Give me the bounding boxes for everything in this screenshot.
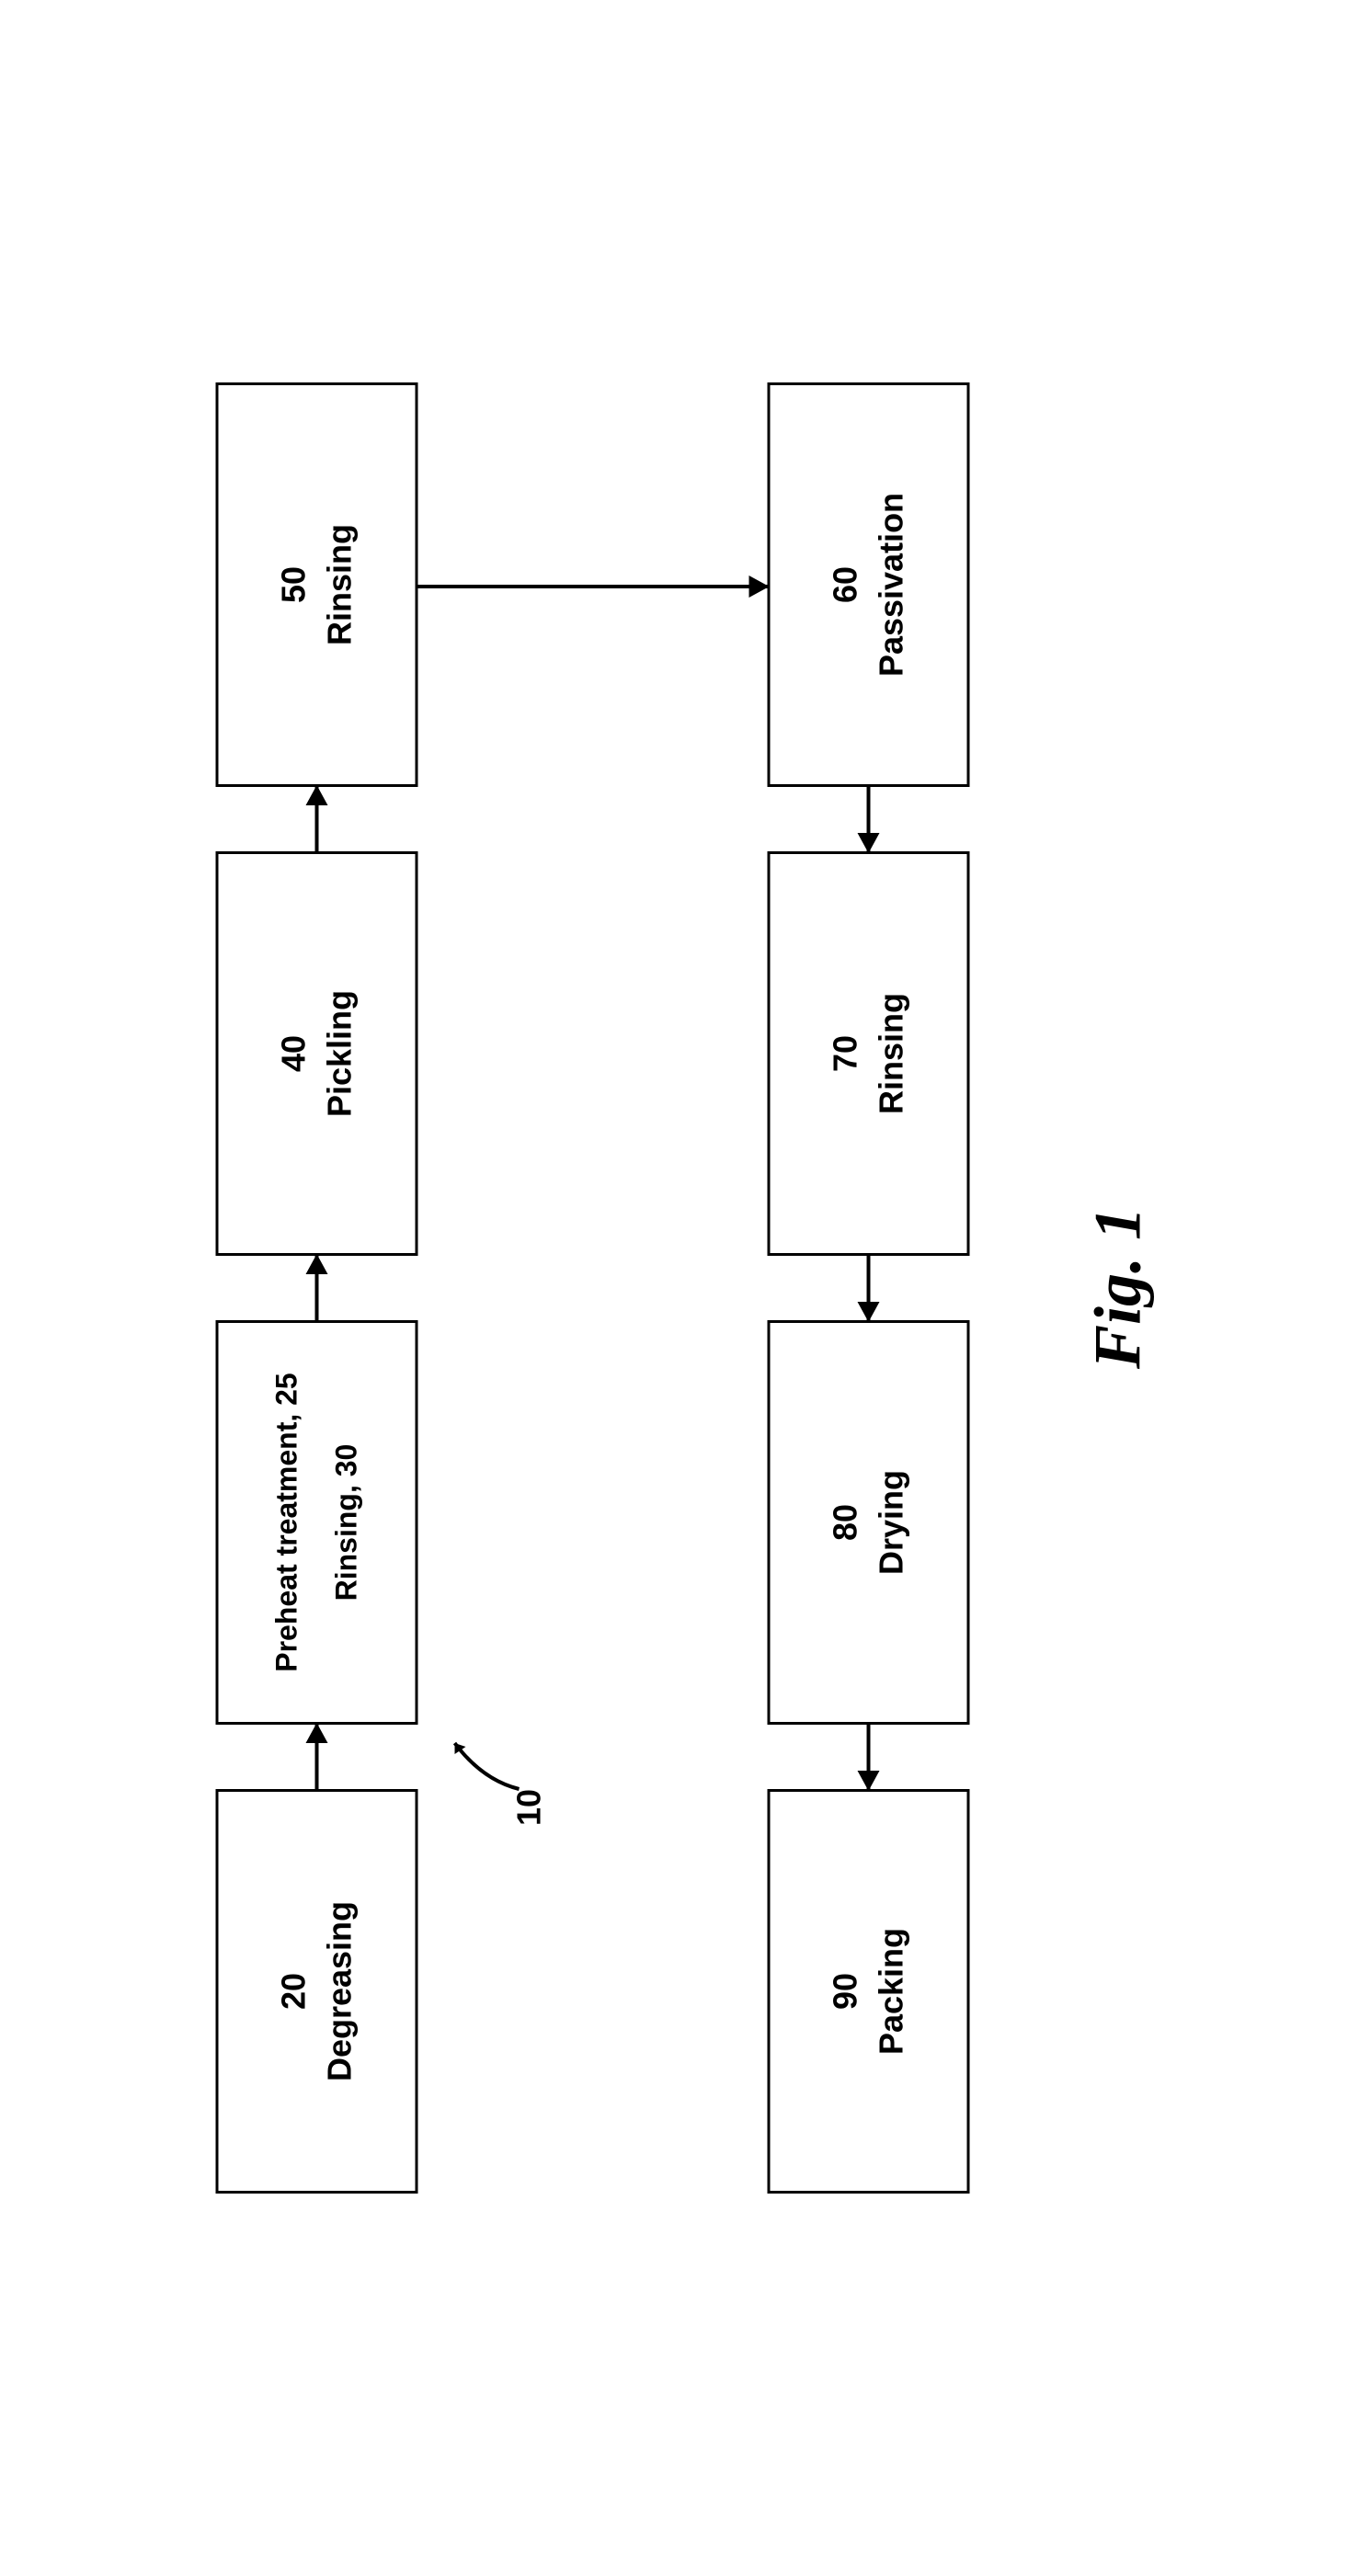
node-rinsing-50: 50 Rinsing <box>215 382 417 787</box>
node-number: 90 <box>826 1973 864 2010</box>
vertical-connector <box>417 382 767 2194</box>
node-preheat-rinsing: Preheat treatment, 25 Rinsing, 30 <box>215 1320 417 1725</box>
node-number: 20 <box>274 1973 313 2010</box>
node-label: Rinsing <box>320 524 359 645</box>
node-drying: 80 Drying <box>767 1320 969 1725</box>
node-number: 60 <box>826 566 864 603</box>
node-degreasing: 20 Degreasing <box>215 1789 417 2194</box>
arrow-down-icon <box>417 585 767 588</box>
node-label-line1: Preheat treatment, 25 <box>257 1363 316 1681</box>
reference-marker: 10 <box>509 1789 548 1826</box>
node-number: 40 <box>274 1035 313 1072</box>
arrow-right-icon <box>314 1725 318 1789</box>
flowchart-diagram: 20 Degreasing Preheat treatment, 25 Rins… <box>215 382 1156 2194</box>
node-label: Degreasing <box>320 1901 359 2081</box>
node-number: 50 <box>274 566 313 603</box>
node-label: Drying <box>872 1470 910 1575</box>
arrow-right-icon <box>314 787 318 851</box>
arrow-right-icon <box>314 1256 318 1320</box>
node-label: Passivation <box>872 493 910 677</box>
node-rinsing-70: 70 Rinsing <box>767 851 969 1256</box>
flow-row-bottom: 90 Packing 80 Drying 70 Rinsing 60 Passi… <box>767 382 969 2194</box>
node-label-line2: Rinsing, 30 <box>316 1435 376 1611</box>
curved-arrow-icon <box>445 1706 528 1798</box>
figure-title: Fig. 1 <box>1080 382 1156 2194</box>
node-pickling: 40 Pickling <box>215 851 417 1256</box>
node-number: 70 <box>826 1035 864 1072</box>
flow-row-top: 20 Degreasing Preheat treatment, 25 Rins… <box>215 382 417 2194</box>
node-label: Rinsing <box>872 993 910 1114</box>
arrow-left-icon <box>866 1256 870 1320</box>
node-passivation: 60 Passivation <box>767 382 969 787</box>
arrow-left-icon <box>866 1725 870 1789</box>
node-label: Pickling <box>320 990 359 1117</box>
arrow-left-icon <box>866 787 870 851</box>
node-label: Packing <box>872 1928 910 2055</box>
node-number: 80 <box>826 1504 864 1541</box>
node-packing: 90 Packing <box>767 1789 969 2194</box>
